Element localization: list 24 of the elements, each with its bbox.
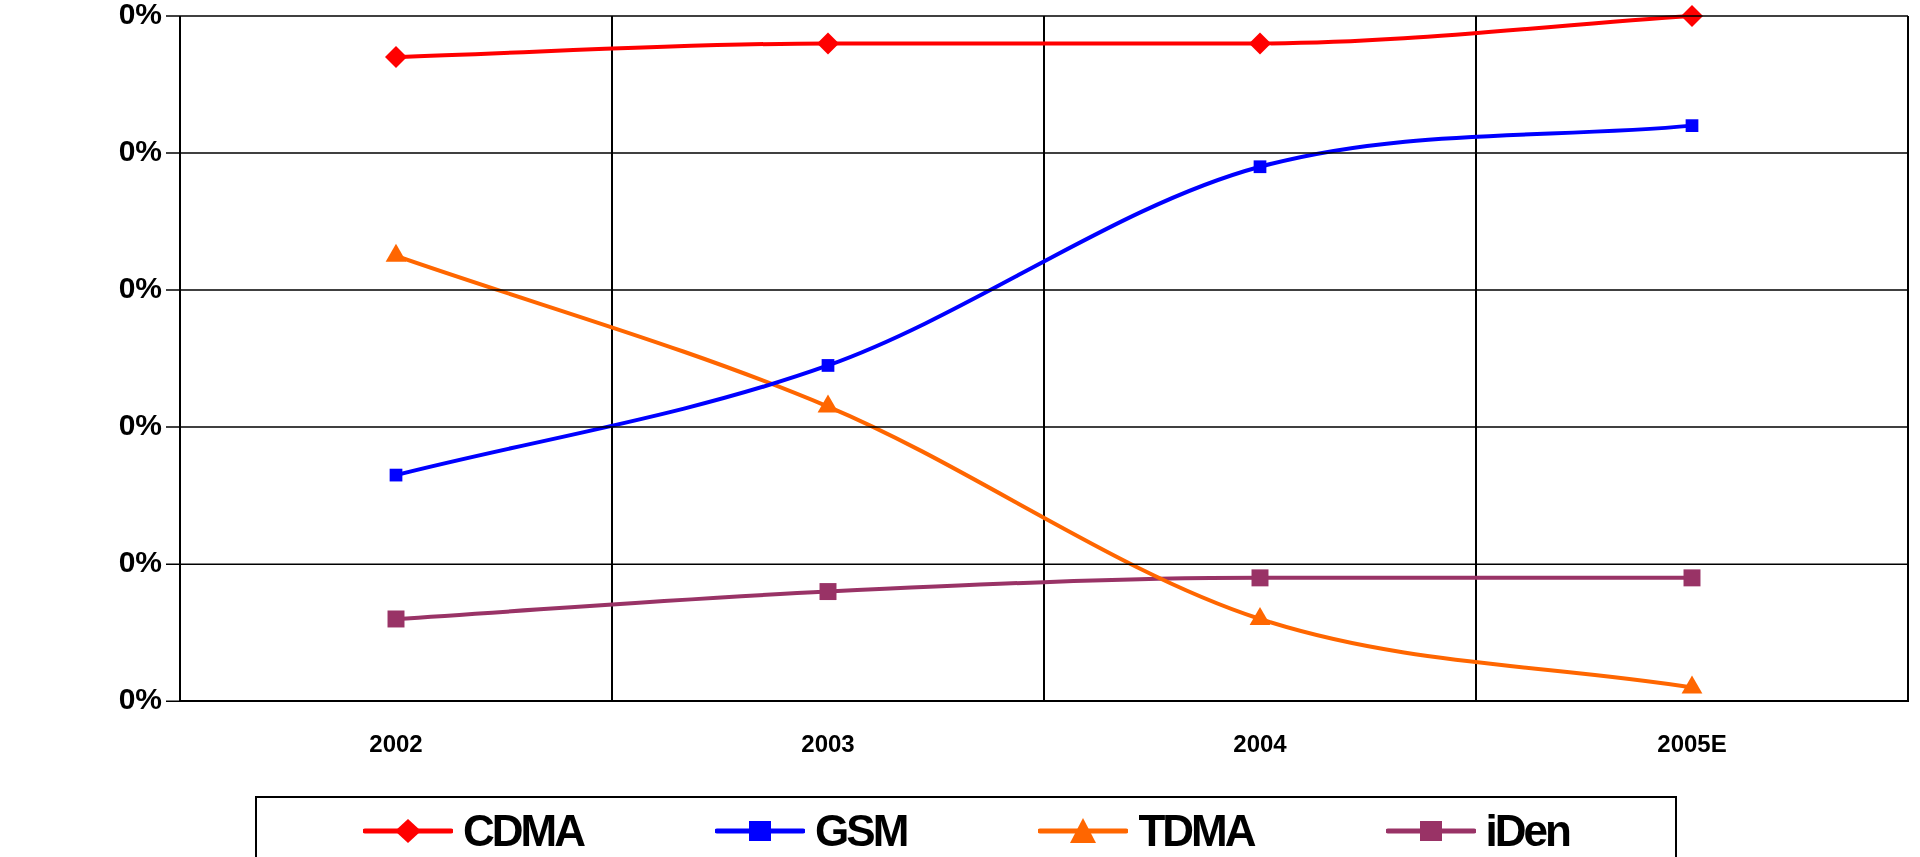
- text: 0%: [118, 134, 162, 168]
- text: 0%: [118, 0, 162, 31]
- text: 0%: [118, 545, 162, 579]
- point: [817, 32, 839, 55]
- text: 0%: [118, 682, 162, 716]
- text: 0%: [118, 271, 162, 305]
- x-tick-label: 2003: [801, 730, 855, 758]
- point: [385, 46, 407, 69]
- text: 0%: [118, 408, 162, 442]
- point: [1249, 32, 1271, 55]
- x-tick-label: 2005E: [1657, 730, 1727, 758]
- point: [821, 359, 835, 372]
- legend-label: TDMA: [1138, 806, 1254, 856]
- x-tick-label: 2002: [369, 730, 423, 758]
- point: [1251, 569, 1269, 587]
- point: [819, 583, 837, 601]
- legend-label: CDMA: [463, 806, 584, 856]
- point: [1685, 119, 1699, 132]
- legend-label: iDen: [1485, 806, 1569, 856]
- x-tick-label: 2004: [1233, 730, 1288, 758]
- legend-label: GSM: [815, 806, 907, 856]
- point: [1683, 569, 1701, 587]
- point: [1253, 160, 1267, 174]
- point: [387, 610, 405, 628]
